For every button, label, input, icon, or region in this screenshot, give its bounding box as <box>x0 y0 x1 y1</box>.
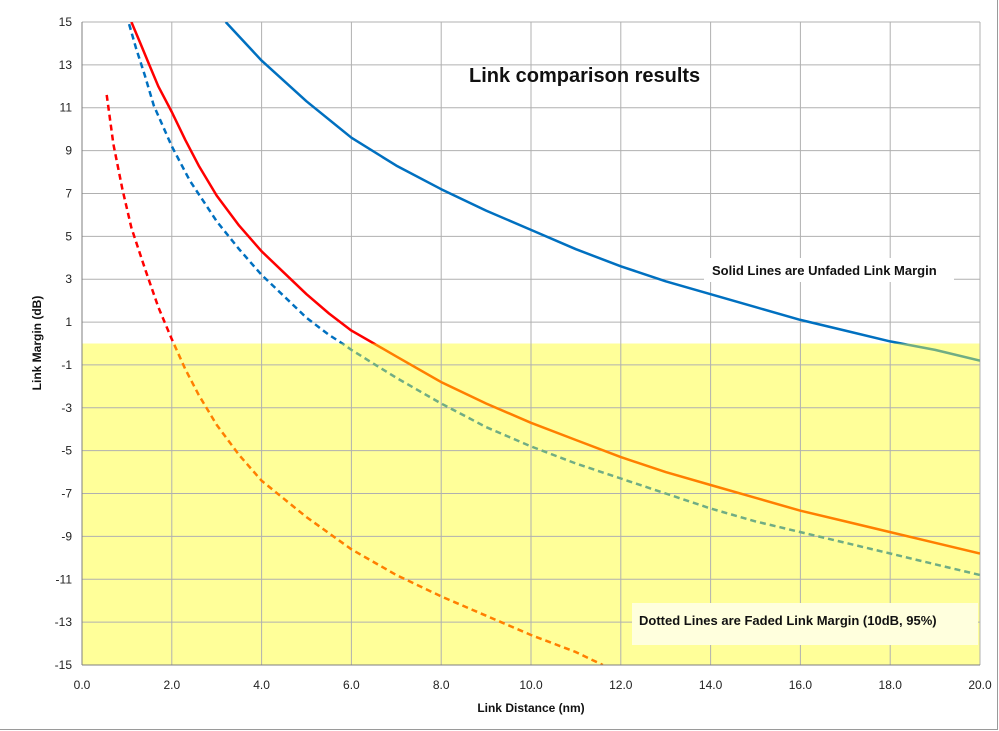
x-tick-label: 20.0 <box>968 678 992 692</box>
series-1-line-above <box>224 22 909 344</box>
y-tick-label: -9 <box>61 529 72 543</box>
y-tick-label: -5 <box>61 444 72 458</box>
x-tick-labels: 0.0 2.0 4.0 6.0 8.0 10.0 12.0 14.0 16.0 18.0 20.0 <box>74 678 992 692</box>
y-tick-label: -15 <box>55 658 73 672</box>
series-3-line-below <box>340 343 980 577</box>
y-tick-label: 1 <box>65 315 72 329</box>
x-tick-label: 8.0 <box>433 678 450 692</box>
y-tick-labels: 15 13 11 9 7 5 3 1 -1 -3 -5 -7 -9 -11 -13 -15 <box>55 15 73 672</box>
y-tick-label: -11 <box>56 572 73 586</box>
y-tick-label: 3 <box>65 272 72 286</box>
y-tick-label: 15 <box>59 15 73 29</box>
y-tick-label: 11 <box>60 101 73 115</box>
y-tick-label: 13 <box>59 58 73 72</box>
annotation-unfaded: Solid Lines are Unfaded Link Margin <box>712 263 937 278</box>
x-tick-label: 18.0 <box>879 678 903 692</box>
series-2-line-below <box>371 343 980 555</box>
axes <box>81 22 980 666</box>
y-tick-label: 9 <box>65 144 72 158</box>
x-tick-label: 14.0 <box>699 678 723 692</box>
x-tick-label: 2.0 <box>163 678 180 692</box>
x-tick-label: 12.0 <box>609 678 633 692</box>
x-tick-label: 6.0 <box>343 678 360 692</box>
y-axis-title: Link Margin (dB) <box>30 296 44 391</box>
y-tick-label: -3 <box>61 401 72 415</box>
annotation-faded: Dotted Lines are Faded Link Margin (10dB… <box>639 613 937 628</box>
x-tick-label: 10.0 <box>519 678 543 692</box>
x-tick-label: 16.0 <box>789 678 813 692</box>
series-4-line-above <box>105 94 176 344</box>
y-tick-label: -1 <box>61 358 72 372</box>
x-axis-title: Link Distance (nm) <box>477 701 584 715</box>
annotation-faded-bg <box>632 603 978 645</box>
x-tick-label: 0.0 <box>74 678 91 692</box>
x-tick-label: 4.0 <box>253 678 270 692</box>
chart-title: Link comparison results <box>469 65 700 87</box>
annotation-unfaded-bg <box>704 258 954 282</box>
y-tick-label: 5 <box>65 229 72 243</box>
series-2-line-above <box>130 22 377 344</box>
y-tick-label: -13 <box>55 615 73 629</box>
y-tick-label: 7 <box>65 186 72 200</box>
series-layer <box>105 22 980 665</box>
y-tick-label: -7 <box>61 487 72 501</box>
